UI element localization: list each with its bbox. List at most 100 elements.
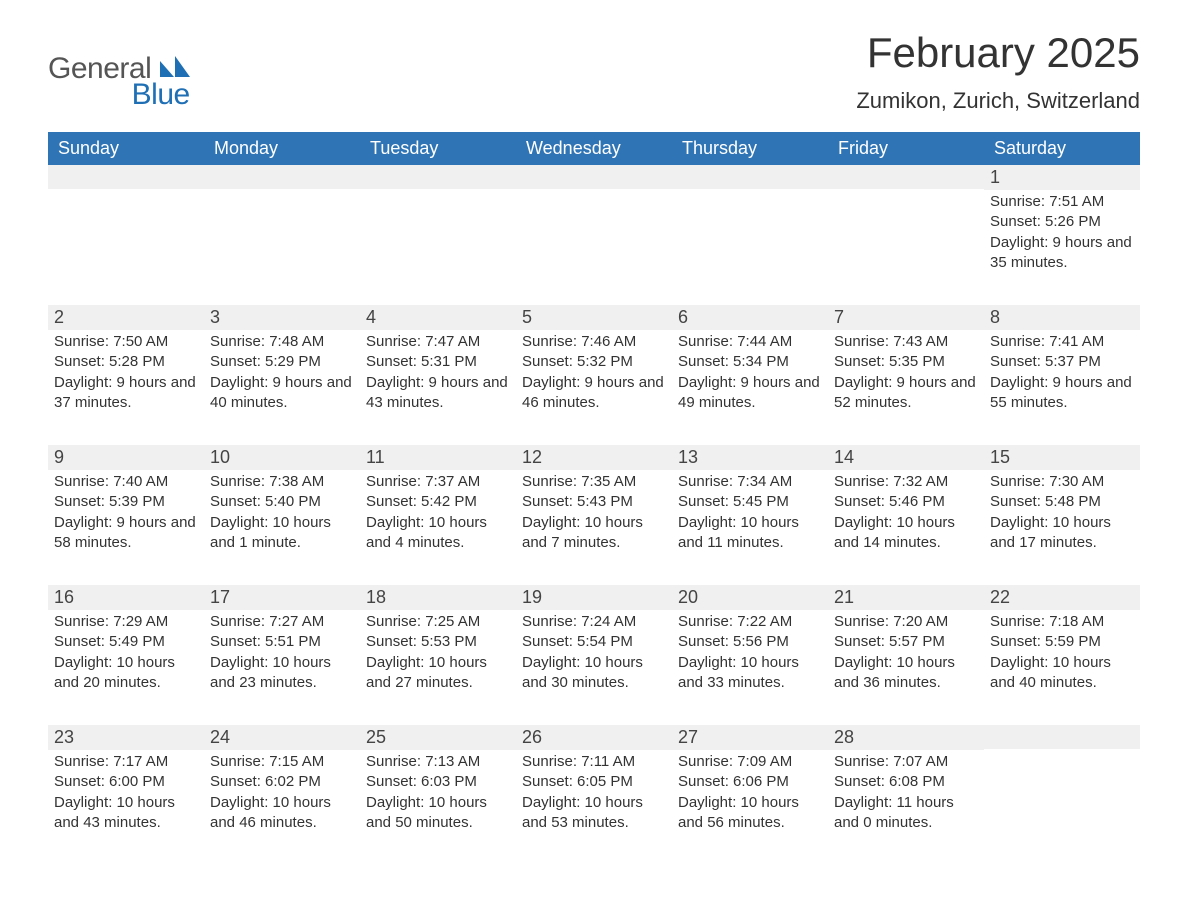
daylight-text: Daylight: 10 hours and 36 minutes. [834,653,978,694]
sunset-text: Sunset: 5:34 PM [678,352,822,372]
day-cell-number: 19 [516,585,672,610]
day-cell-number: 7 [828,305,984,330]
sunrise-text: Sunrise: 7:48 AM [210,332,354,352]
day-cell-details: Sunrise: 7:38 AMSunset: 5:40 PMDaylight:… [204,470,360,585]
calendar-body: 1Sunrise: 7:51 AMSunset: 5:26 PMDaylight… [48,165,1140,865]
daylight-text: Daylight: 10 hours and 27 minutes. [366,653,510,694]
sunset-text: Sunset: 5:57 PM [834,632,978,652]
day-cell-details: Sunrise: 7:07 AMSunset: 6:08 PMDaylight:… [828,750,984,865]
day-cell-number: 6 [672,305,828,330]
sunset-text: Sunset: 5:26 PM [990,212,1134,232]
daylight-text: Daylight: 9 hours and 43 minutes. [366,373,510,414]
daylight-text: Daylight: 10 hours and 46 minutes. [210,793,354,834]
col-saturday: Saturday [984,132,1140,165]
sunset-text: Sunset: 6:06 PM [678,772,822,792]
daylight-text: Daylight: 9 hours and 55 minutes. [990,373,1134,414]
week-separator-row: 1 [48,165,1140,190]
sunrise-text: Sunrise: 7:13 AM [366,752,510,772]
day-cell-number: 2 [48,305,204,330]
day-cell-number: 26 [516,725,672,750]
sunrise-text: Sunrise: 7:43 AM [834,332,978,352]
sunset-text: Sunset: 5:54 PM [522,632,666,652]
day-cell-number [984,725,1140,750]
title-block: February 2025 Zumikon, Zurich, Switzerla… [856,30,1140,114]
day-cell-details: Sunrise: 7:46 AMSunset: 5:32 PMDaylight:… [516,330,672,445]
day-number: 8 [984,305,1140,330]
day-cell-details: Sunrise: 7:32 AMSunset: 5:46 PMDaylight:… [828,470,984,585]
daylight-text: Daylight: 10 hours and 43 minutes. [54,793,198,834]
sunset-text: Sunset: 6:02 PM [210,772,354,792]
day-cell-number: 27 [672,725,828,750]
day-cell-details: Sunrise: 7:09 AMSunset: 6:06 PMDaylight:… [672,750,828,865]
day-number [984,725,1140,749]
sunset-text: Sunset: 5:29 PM [210,352,354,372]
day-cell-details: Sunrise: 7:18 AMSunset: 5:59 PMDaylight:… [984,610,1140,725]
day-number: 17 [204,585,360,610]
sunset-text: Sunset: 5:49 PM [54,632,198,652]
sunset-text: Sunset: 6:08 PM [834,772,978,792]
sunrise-text: Sunrise: 7:09 AM [678,752,822,772]
week-details-row: Sunrise: 7:51 AMSunset: 5:26 PMDaylight:… [48,190,1140,305]
col-monday: Monday [204,132,360,165]
day-cell-details: Sunrise: 7:43 AMSunset: 5:35 PMDaylight:… [828,330,984,445]
calendar-header: Sunday Monday Tuesday Wednesday Thursday… [48,132,1140,165]
week-separator-row: 16171819202122 [48,585,1140,610]
week-details-row: Sunrise: 7:40 AMSunset: 5:39 PMDaylight:… [48,470,1140,585]
daylight-text: Daylight: 9 hours and 46 minutes. [522,373,666,414]
day-cell-number: 25 [360,725,516,750]
day-number [204,165,360,189]
sunrise-text: Sunrise: 7:37 AM [366,472,510,492]
sunset-text: Sunset: 5:39 PM [54,492,198,512]
day-cell-details: Sunrise: 7:27 AMSunset: 5:51 PMDaylight:… [204,610,360,725]
daylight-text: Daylight: 10 hours and 1 minute. [210,513,354,554]
sunrise-text: Sunrise: 7:27 AM [210,612,354,632]
day-number: 27 [672,725,828,750]
day-cell-details: Sunrise: 7:24 AMSunset: 5:54 PMDaylight:… [516,610,672,725]
day-cell-number: 14 [828,445,984,470]
day-cell-details: Sunrise: 7:41 AMSunset: 5:37 PMDaylight:… [984,330,1140,445]
sunrise-text: Sunrise: 7:11 AM [522,752,666,772]
day-number: 22 [984,585,1140,610]
sunrise-text: Sunrise: 7:24 AM [522,612,666,632]
day-cell-number: 11 [360,445,516,470]
sunset-text: Sunset: 5:46 PM [834,492,978,512]
day-number: 14 [828,445,984,470]
week-details-row: Sunrise: 7:17 AMSunset: 6:00 PMDaylight:… [48,750,1140,865]
day-cell-details [828,190,984,305]
daylight-text: Daylight: 9 hours and 40 minutes. [210,373,354,414]
day-cell-details: Sunrise: 7:44 AMSunset: 5:34 PMDaylight:… [672,330,828,445]
day-cell-details: Sunrise: 7:50 AMSunset: 5:28 PMDaylight:… [48,330,204,445]
daylight-text: Daylight: 10 hours and 30 minutes. [522,653,666,694]
daylight-text: Daylight: 10 hours and 4 minutes. [366,513,510,554]
col-thursday: Thursday [672,132,828,165]
daylight-text: Daylight: 9 hours and 37 minutes. [54,373,198,414]
day-number [360,165,516,189]
sunset-text: Sunset: 5:56 PM [678,632,822,652]
header-row: General Blue February 2025 Zumikon, Zuri… [48,30,1140,114]
day-number: 24 [204,725,360,750]
col-sunday: Sunday [48,132,204,165]
daylight-text: Daylight: 10 hours and 20 minutes. [54,653,198,694]
day-cell-number: 18 [360,585,516,610]
day-cell-number: 9 [48,445,204,470]
week-separator-row: 2345678 [48,305,1140,330]
sunset-text: Sunset: 5:53 PM [366,632,510,652]
sunset-text: Sunset: 5:32 PM [522,352,666,372]
day-cell-details [204,190,360,305]
day-cell-details: Sunrise: 7:37 AMSunset: 5:42 PMDaylight:… [360,470,516,585]
daylight-text: Daylight: 10 hours and 50 minutes. [366,793,510,834]
day-cell-number: 13 [672,445,828,470]
day-cell-details: Sunrise: 7:22 AMSunset: 5:56 PMDaylight:… [672,610,828,725]
sunset-text: Sunset: 5:48 PM [990,492,1134,512]
day-cell-details: Sunrise: 7:34 AMSunset: 5:45 PMDaylight:… [672,470,828,585]
day-number [672,165,828,189]
sunrise-text: Sunrise: 7:20 AM [834,612,978,632]
day-number: 13 [672,445,828,470]
daylight-text: Daylight: 10 hours and 56 minutes. [678,793,822,834]
brand-logo: General Blue [48,50,190,110]
col-wednesday: Wednesday [516,132,672,165]
day-cell-number: 15 [984,445,1140,470]
sunrise-text: Sunrise: 7:07 AM [834,752,978,772]
day-number: 12 [516,445,672,470]
sunrise-text: Sunrise: 7:47 AM [366,332,510,352]
